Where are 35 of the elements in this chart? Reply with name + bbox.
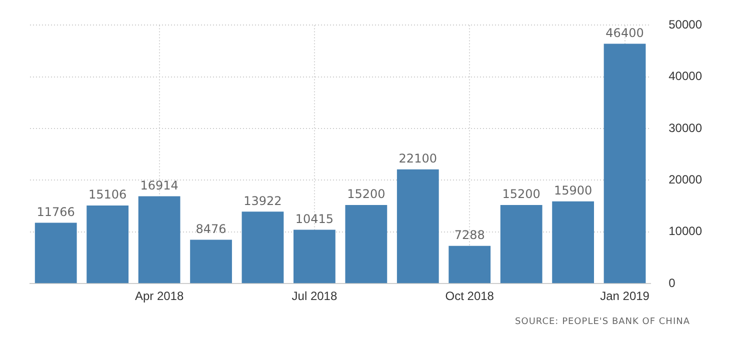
y-tick-label: 40000 xyxy=(668,69,702,84)
bar xyxy=(34,222,77,284)
data-label: 22100 xyxy=(398,152,437,166)
x-tick-label: Oct 2018 xyxy=(445,289,494,304)
bar xyxy=(294,230,336,284)
y-tick-label: 10000 xyxy=(668,224,702,238)
bar xyxy=(552,201,594,284)
y-tick-label: 20000 xyxy=(668,172,702,187)
data-label: 13922 xyxy=(244,194,282,208)
x-tick-label: Apr 2018 xyxy=(134,289,184,304)
bar xyxy=(396,169,439,284)
source-note: SOURCE: PEOPLE'S BANK OF CHINA xyxy=(515,317,690,327)
bar xyxy=(345,205,388,284)
bar xyxy=(500,205,542,284)
data-label: 15106 xyxy=(88,188,127,202)
x-tick-label: Jul 2018 xyxy=(292,289,338,304)
y-tick-label: 30000 xyxy=(668,120,702,135)
bar xyxy=(242,212,284,284)
data-label: 8476 xyxy=(196,222,226,236)
y-tick-label: 50000 xyxy=(668,18,702,32)
data-label: 16914 xyxy=(140,178,178,192)
data-label: 15900 xyxy=(554,184,592,198)
data-label: 15200 xyxy=(347,187,386,202)
data-label: 46400 xyxy=(606,26,644,40)
bar xyxy=(604,44,646,284)
data-label: 15200 xyxy=(502,187,540,202)
bar xyxy=(190,240,232,284)
y-tick-label: 0 xyxy=(668,276,676,290)
data-label: 7288 xyxy=(454,228,485,242)
bar xyxy=(138,196,180,284)
bar xyxy=(448,246,491,284)
bar xyxy=(86,206,129,284)
data-label: 11766 xyxy=(36,204,75,219)
x-tick-label: Jan 2019 xyxy=(600,289,650,304)
data-label: 10415 xyxy=(295,212,334,226)
